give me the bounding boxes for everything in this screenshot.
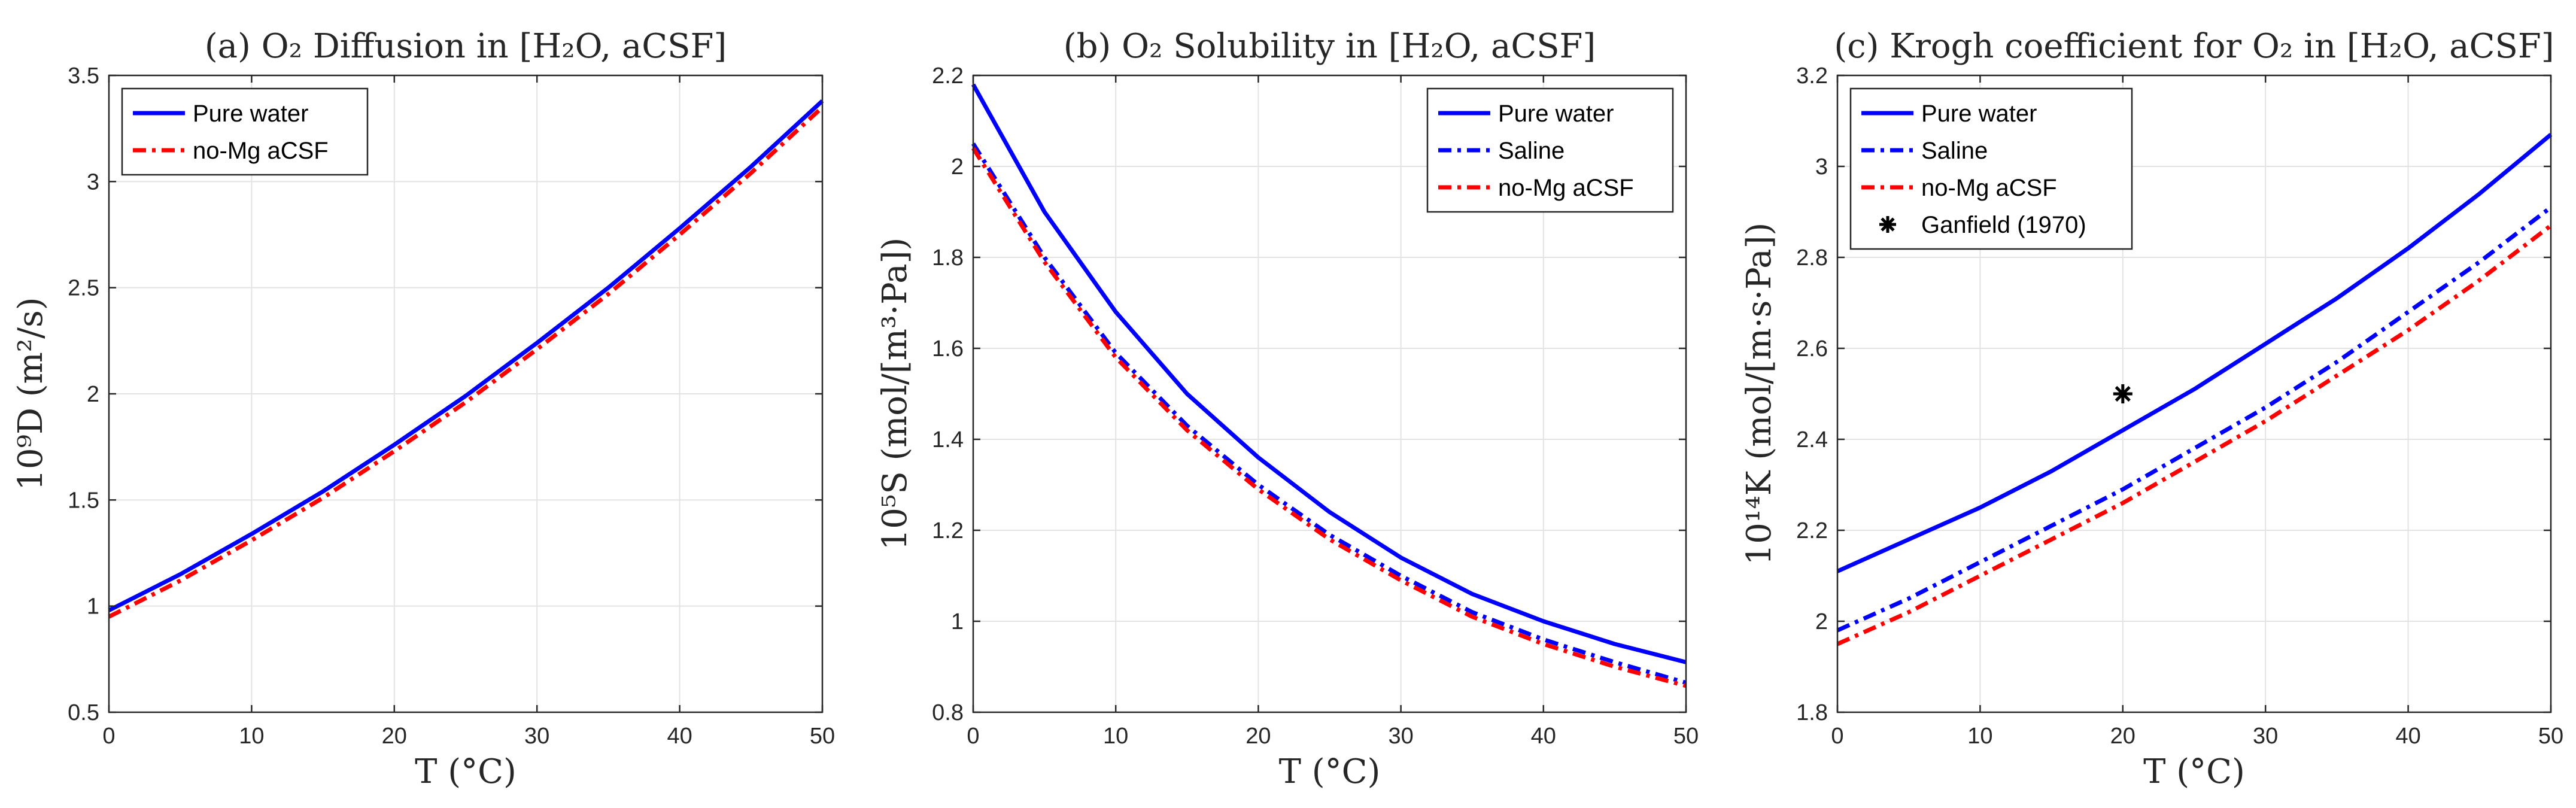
y-tick-label: 1 xyxy=(87,594,99,619)
y-tick-label: 1.6 xyxy=(932,336,964,362)
x-tick-label: 50 xyxy=(810,724,835,749)
y-tick-label: 1.8 xyxy=(1796,700,1828,725)
asterisk-stroke xyxy=(2115,385,2131,402)
legend-label: no-Mg aCSF xyxy=(1498,175,1634,201)
x-tick-label: 40 xyxy=(667,724,692,749)
series-line-saline xyxy=(971,142,1687,685)
axes-frame xyxy=(1836,74,2552,713)
series-line-pure-water xyxy=(108,99,824,612)
chart-c: 0 10 20 30 40 50 1.8 2 2.2 2.4 2.6 2.8 3 3.2(c) Krogh… xyxy=(1740,27,2563,791)
y-tick-label: 2.4 xyxy=(1796,427,1828,452)
series-line-no-mg-acsf xyxy=(971,147,1687,688)
y-tick-label: 3.5 xyxy=(68,63,99,89)
y-tick-label: 2 xyxy=(1815,609,1828,634)
legend-label: Ganfield (1970) xyxy=(1921,212,2086,238)
x-tick-label: 0 xyxy=(102,724,115,749)
x-tick-label: 20 xyxy=(382,724,407,749)
legend: Pure water Saline no-Mg aCSF xyxy=(1426,87,1674,213)
legend-label: Saline xyxy=(1498,138,1565,164)
x-tick-label: 10 xyxy=(1103,724,1128,749)
y-tick-label: 0.5 xyxy=(68,700,99,725)
y-tick-label: 2 xyxy=(87,382,99,407)
chart-title: (c) Krogh coefficient for O₂ in [H₂O, aC… xyxy=(1834,27,2554,66)
x-tick-label: 40 xyxy=(1531,724,1556,749)
y-tick-label: 2.8 xyxy=(1796,245,1828,271)
y-tick-label: 2.5 xyxy=(68,276,99,301)
y-tick-label: 3 xyxy=(87,169,99,195)
y-tick-label: 2.2 xyxy=(1796,518,1828,543)
series-line-no-mg-acsf xyxy=(1836,224,2553,646)
series-line-pure-water xyxy=(971,83,1687,664)
legend-label: Pure water xyxy=(193,101,308,127)
y-tick-label: 1 xyxy=(951,609,964,634)
x-axis-label: T (°C) xyxy=(1279,752,1381,791)
y-tick-label: 0.8 xyxy=(932,700,964,725)
series-line-no-mg-acsf xyxy=(108,105,824,619)
y-tick-label: 1.2 xyxy=(932,518,964,543)
x-tick-label: 30 xyxy=(524,724,549,749)
legend-label: no-Mg aCSF xyxy=(1921,175,2057,201)
y-tick-label: 2 xyxy=(951,154,964,180)
y-axis-label: 10⁵S (mol/[m³·Pa]) xyxy=(876,238,915,551)
y-tick-label: 1.5 xyxy=(68,488,99,513)
chart-a: 0 10 20 30 40 50 0.5 1 1.5 2 2.5 3 3.5 (a) O₂ Diffusi… xyxy=(11,27,835,791)
x-tick-label: 0 xyxy=(1831,724,1843,749)
x-tick-label: 10 xyxy=(239,724,264,749)
y-tick-label: 1.4 xyxy=(932,427,964,452)
y-axis-label: 10⁹D (m²/s) xyxy=(11,297,50,490)
chart-title: (a) O₂ Diffusion in [H₂O, aCSF] xyxy=(205,27,727,66)
legend-label: Pure water xyxy=(1498,101,1614,127)
x-tick-label: 30 xyxy=(1388,724,1413,749)
x-tick-label: 20 xyxy=(1246,724,1271,749)
legend-label: Saline xyxy=(1921,138,1988,164)
y-tick-label: 3 xyxy=(1815,154,1828,180)
x-tick-label: 40 xyxy=(2395,724,2420,749)
series-line-pure-water xyxy=(1836,133,2553,573)
legend-marker xyxy=(1879,216,1896,233)
legend-box xyxy=(121,87,369,176)
x-tick-label: 50 xyxy=(1673,724,1699,749)
y-tick-label: 2.6 xyxy=(1796,336,1828,362)
x-tick-label: 20 xyxy=(2110,724,2135,749)
x-axis-label: T (°C) xyxy=(2143,752,2245,791)
asterisk-stroke xyxy=(1881,217,1895,232)
x-axis-label: T (°C) xyxy=(415,752,517,791)
x-tick-label: 50 xyxy=(2538,724,2563,749)
y-tick-label: 2.2 xyxy=(932,63,964,89)
data-point-ganfield-1970- xyxy=(2113,384,2133,403)
chart-b: 0 10 20 30 40 50 0.8 1 1.2 1.4 1.6 1.8 2 2.2 (b) O₂ So… xyxy=(876,27,1699,791)
axes-frame xyxy=(972,74,1687,713)
x-tick-label: 10 xyxy=(1967,724,1992,749)
legend: Pure water no-Mg aCSF xyxy=(121,87,369,176)
legend: Pure water Saline no-Mg aCSF Ganfield (1970… xyxy=(1849,87,2133,250)
chart-title: (b) O₂ Solubility in [H₂O, aCSF] xyxy=(1064,27,1596,66)
legend-box xyxy=(1849,87,2133,250)
y-tick-label: 3.2 xyxy=(1796,63,1828,89)
y-axis-label: 10¹⁴K (mol/[m·s·Pa]) xyxy=(1740,223,1779,566)
y-tick-label: 1.8 xyxy=(932,245,964,271)
x-tick-label: 30 xyxy=(2253,724,2278,749)
x-tick-label: 0 xyxy=(967,724,979,749)
legend-label: no-Mg aCSF xyxy=(193,138,329,164)
legend-label: Pure water xyxy=(1921,101,2037,127)
